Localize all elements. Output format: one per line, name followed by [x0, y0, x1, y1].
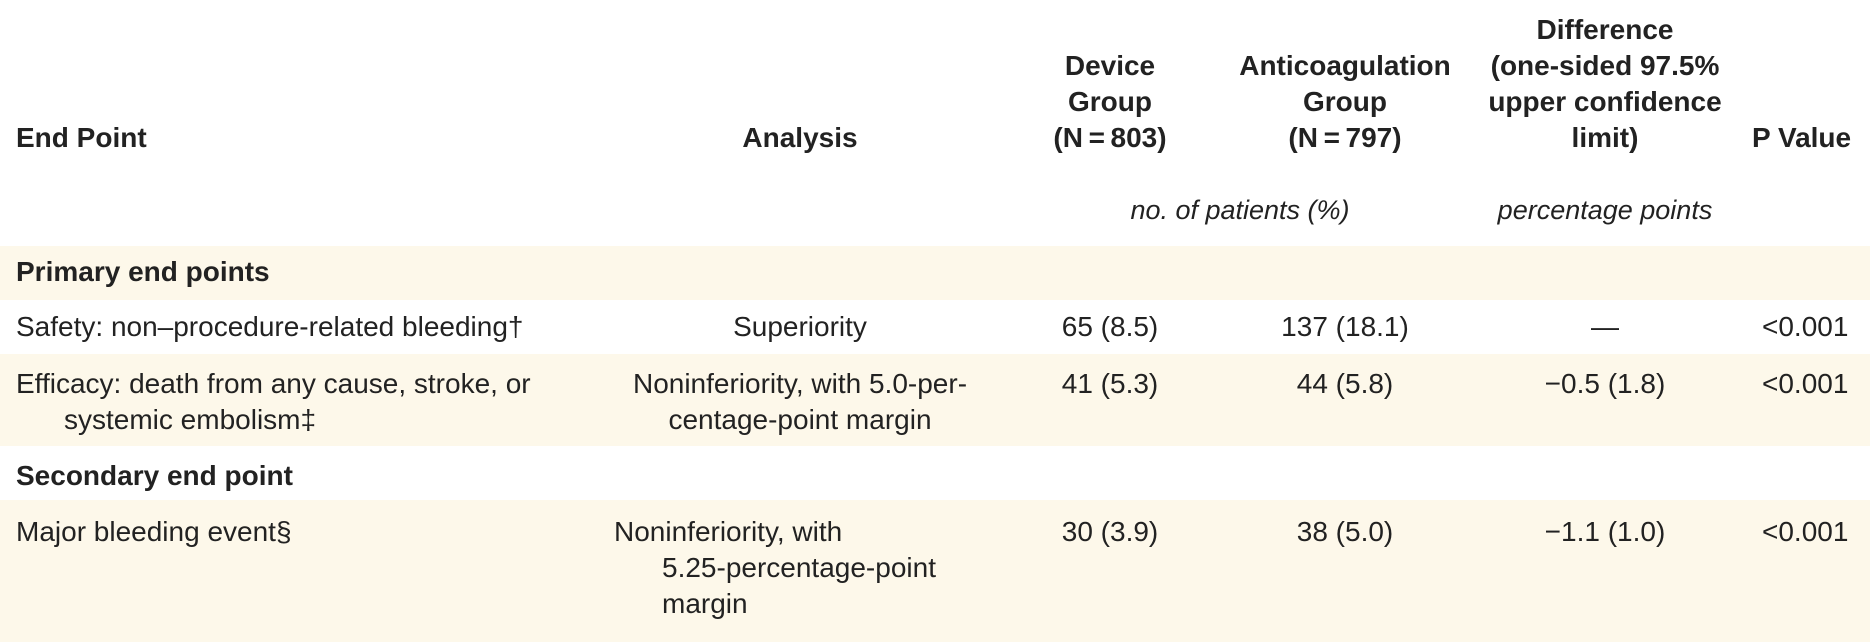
analysis-text: 5.25-percentage-point: [662, 552, 936, 583]
header-device-group: Device Group (N = 803): [1030, 48, 1190, 156]
device-value: 41 (5.3): [1061, 368, 1159, 399]
section-title: Primary end points: [16, 256, 270, 287]
device-value: 30 (3.9): [1061, 516, 1159, 547]
endpoint-text: systemic embolism‡: [64, 404, 317, 435]
section-header-row: Secondary end point: [0, 446, 1870, 500]
table-row: Efficacy: death from any cause, stroke, …: [0, 354, 1870, 446]
header-p-value: P Value: [1752, 120, 1870, 156]
header-difference-line: upper confidence: [1488, 86, 1722, 117]
endpoint-text: Efficacy: death from any cause, stroke, …: [16, 368, 531, 399]
analysis-text: margin: [662, 588, 748, 619]
device-value: 65 (8.5): [1061, 311, 1159, 342]
header-end-point-label: End Point: [16, 122, 147, 153]
header-p-value-label: P Value: [1752, 122, 1852, 153]
analysis-text: Noninferiority, with 5.0-per-: [632, 368, 968, 399]
header-difference: Difference (one-sided 97.5% upper confid…: [1470, 12, 1740, 156]
header-difference-line: (one-sided 97.5%: [1490, 50, 1720, 81]
analysis-text: Noninferiority, with: [614, 516, 843, 547]
section-title: Secondary end point: [16, 460, 293, 491]
endpoint-cell: Efficacy: death from any cause, stroke, …: [16, 366, 644, 438]
section-header-row: Primary end points: [0, 246, 1870, 300]
endpoint-cell: Major bleeding event§: [16, 514, 596, 550]
header-analysis: Analysis: [700, 120, 900, 156]
table-row: Major bleeding event§ Noninferiority, wi…: [0, 500, 1870, 642]
difference-value: —: [1591, 311, 1619, 342]
difference-value: −1.1 (1.0): [1544, 516, 1666, 547]
header-device-line: (N = 803): [1053, 122, 1167, 153]
header-device-line: Group: [1068, 86, 1152, 117]
p-value: <0.001: [1762, 368, 1849, 399]
units-counts: no. of patients (%): [1130, 195, 1350, 225]
analysis-text: Superiority: [733, 311, 867, 342]
header-anticoag-line: Anticoagulation: [1239, 50, 1451, 81]
endpoint-text: Safety: non–procedure-related bleeding†: [16, 311, 524, 342]
anticoag-value: 38 (5.0): [1296, 516, 1394, 547]
analysis-cell: Noninferiority, with 5.25-percentage-poi…: [614, 514, 1062, 622]
header-difference-line: Difference: [1536, 14, 1674, 45]
analysis-text: centage-point margin: [668, 404, 932, 435]
endpoint-cell: Safety: non–procedure-related bleeding†: [16, 309, 596, 345]
p-value: <0.001: [1762, 516, 1849, 547]
header-end-point: End Point: [16, 120, 147, 156]
endpoint-text: Major bleeding event§: [16, 516, 292, 547]
table-row: Safety: non–procedure-related bleeding† …: [0, 300, 1870, 354]
anticoag-value: 44 (5.8): [1296, 368, 1394, 399]
header-anticoagulation-group: Anticoagulation Group (N = 797): [1225, 48, 1465, 156]
anticoag-value: 137 (18.1): [1281, 311, 1409, 342]
header-anticoag-line: Group: [1303, 86, 1387, 117]
analysis-cell: Noninferiority, with 5.0-per- centage-po…: [600, 366, 1000, 438]
header-analysis-label: Analysis: [742, 122, 858, 153]
p-value: <0.001: [1762, 311, 1849, 342]
header-anticoag-line: (N = 797): [1288, 122, 1402, 153]
units-difference: percentage points: [1497, 195, 1713, 225]
header-device-line: Device: [1064, 50, 1156, 81]
difference-value: −0.5 (1.8): [1544, 368, 1666, 399]
analysis-cell: Superiority: [600, 309, 1000, 345]
header-difference-line: limit): [1571, 122, 1639, 153]
